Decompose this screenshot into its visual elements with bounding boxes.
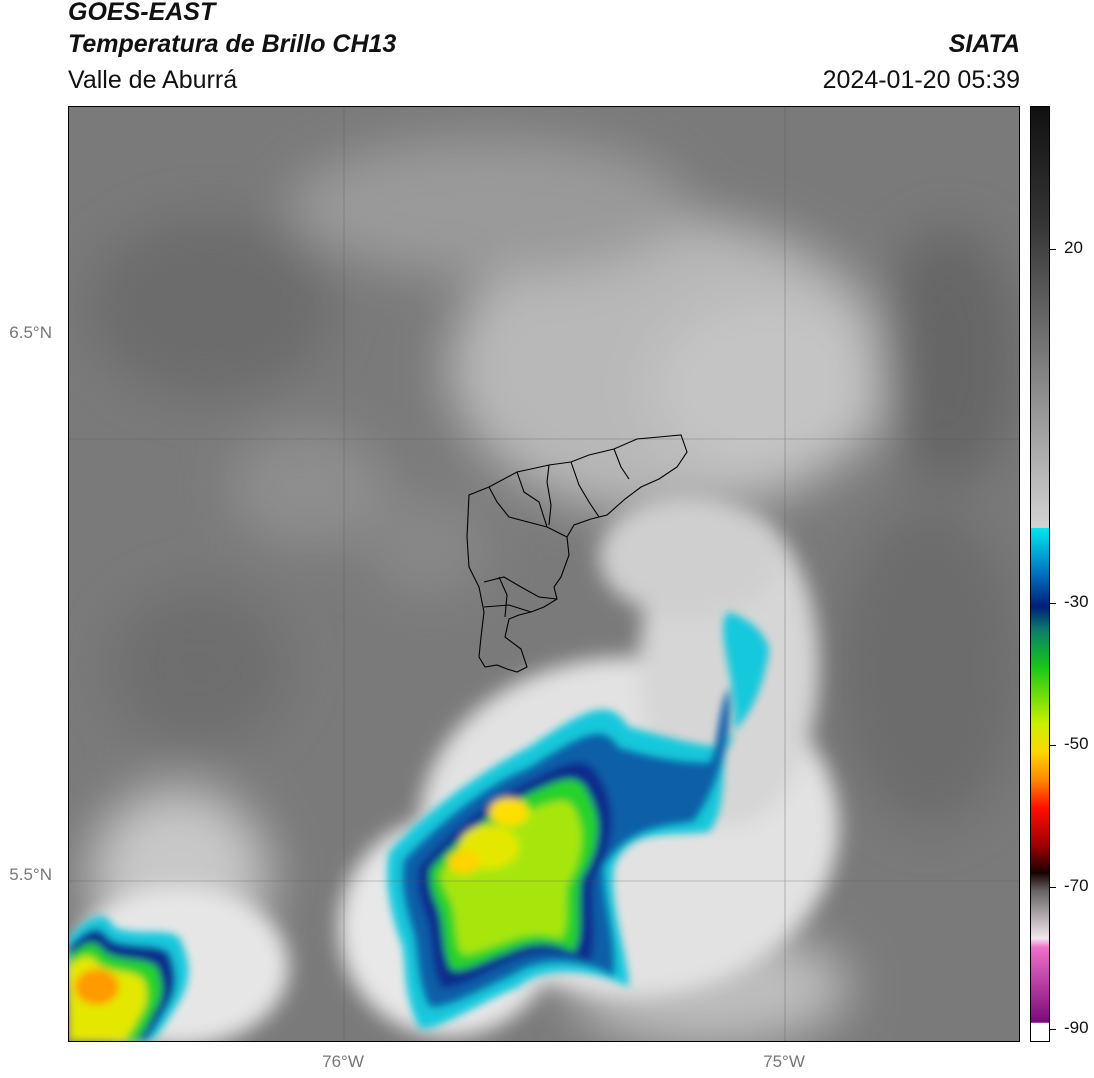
- datetime-label: 2024-01-20 05:39: [822, 66, 1020, 94]
- colorbar: [1030, 106, 1050, 1042]
- colorbar-tick-minus30: -30: [1064, 592, 1089, 611]
- organization-label: SIATA: [948, 30, 1020, 58]
- convective-cell-corner: [69, 916, 189, 1041]
- colorbar-tick-minus90: -90: [1064, 1018, 1089, 1037]
- colorbar-tick-minus70: -70: [1064, 876, 1089, 895]
- lon-label-75: 75°W: [763, 1052, 805, 1071]
- lat-label-5-5: 5.5°N: [9, 865, 52, 884]
- colorbar-tick-minus50: -50: [1064, 734, 1089, 753]
- convective-cell-main: [387, 612, 769, 1029]
- satellite-map: [68, 106, 1020, 1042]
- graticule: [69, 107, 1019, 1041]
- lat-label-6-5: 6.5°N: [9, 323, 52, 342]
- product-title: Temperatura de Brillo CH13: [68, 30, 397, 58]
- region-subtitle: Valle de Aburrá: [68, 66, 238, 94]
- colorbar-tick-20: 20: [1064, 238, 1083, 257]
- lon-label-76: 76°W: [322, 1052, 364, 1071]
- municipality-boundaries: [466, 434, 688, 673]
- satellite-title: GOES-EAST: [68, 0, 216, 26]
